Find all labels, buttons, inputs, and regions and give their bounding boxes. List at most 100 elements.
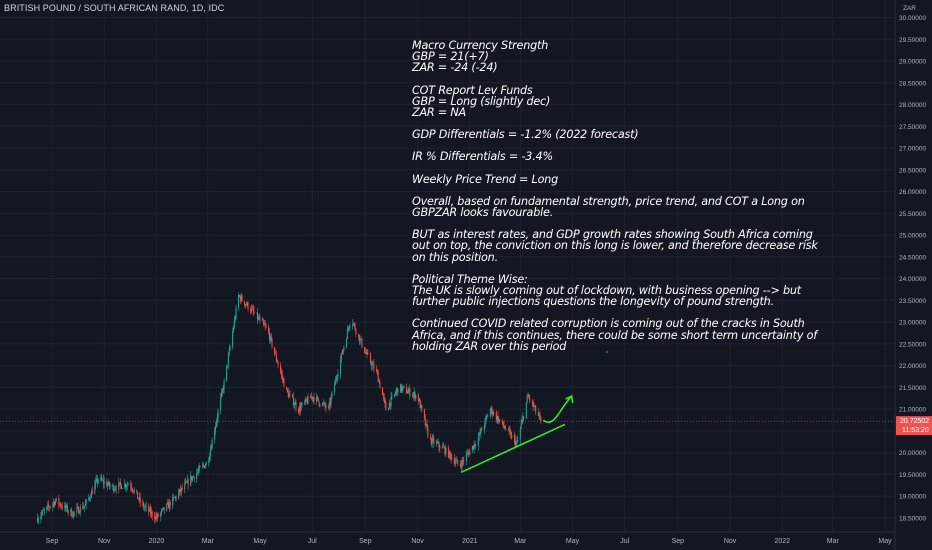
candle-body xyxy=(84,503,86,506)
price-tick-label: 25.00000 xyxy=(899,233,926,240)
candle-body xyxy=(379,381,381,388)
price-tick-label: 23.00000 xyxy=(899,320,926,327)
candle-body xyxy=(540,417,542,422)
candle-body xyxy=(175,496,177,499)
candle-body xyxy=(187,479,189,486)
arrow-head xyxy=(565,394,574,404)
price-tick-label: 25.50000 xyxy=(899,211,926,218)
candle-body xyxy=(210,448,212,450)
candle-body xyxy=(184,483,186,490)
candle-body xyxy=(64,504,66,508)
candle-body xyxy=(515,441,517,446)
candle-body xyxy=(55,498,57,501)
candle-body xyxy=(240,295,242,301)
candle-body xyxy=(76,507,78,512)
candle-body xyxy=(347,328,349,330)
price-tick-label: 27.50000 xyxy=(899,124,926,131)
price-tick-label: 26.50000 xyxy=(899,167,926,174)
candle-body xyxy=(385,403,387,411)
candle-body xyxy=(185,481,187,484)
annotation-line: ZAR = -24 (-24) xyxy=(412,61,498,75)
price-tick-label: 28.00000 xyxy=(899,102,926,109)
candle-body xyxy=(173,497,175,498)
candle-body xyxy=(346,339,348,347)
candle-body xyxy=(532,401,534,407)
candle-body xyxy=(490,407,492,410)
price-tick-label: 22.50000 xyxy=(899,341,926,348)
candle-body xyxy=(388,402,390,409)
candle-body xyxy=(502,421,504,426)
candle-body xyxy=(438,442,440,447)
candle-body xyxy=(58,498,60,505)
candle-body xyxy=(508,428,510,431)
bar-countdown: 11:53:20 xyxy=(902,427,929,434)
candle-body xyxy=(124,483,126,489)
candle-body xyxy=(340,352,342,360)
candle-body xyxy=(143,507,145,508)
candle-body xyxy=(432,437,434,439)
candle-body xyxy=(238,295,240,308)
candle-body xyxy=(215,421,217,427)
candle-body xyxy=(384,399,386,404)
candle-body xyxy=(133,489,135,492)
symbol-title[interactable]: BRITISH POUND / SOUTH AFRICAN RAND, 1D, … xyxy=(4,3,225,13)
candle-body xyxy=(357,333,359,336)
candle-body xyxy=(66,505,68,509)
candle-body xyxy=(467,453,469,454)
candle-body xyxy=(262,320,264,324)
user-drawings[interactable] xyxy=(460,351,608,474)
candle-body xyxy=(454,462,456,464)
candle-body xyxy=(250,309,252,312)
candle-body xyxy=(351,324,353,325)
candle-body xyxy=(161,508,163,510)
candle-body xyxy=(95,481,97,485)
candle-body xyxy=(534,405,536,407)
candle-body xyxy=(238,295,240,297)
candle-body xyxy=(252,308,254,312)
candle-body xyxy=(391,395,393,397)
price-tick-label: 22.00000 xyxy=(899,363,926,370)
candle-body xyxy=(425,423,427,426)
candle-body xyxy=(371,363,373,367)
candle-body xyxy=(160,512,162,517)
candle-body xyxy=(232,331,234,347)
candle-body xyxy=(48,504,50,507)
candle-body xyxy=(504,427,506,429)
candle-body xyxy=(54,501,56,505)
annotation-gap xyxy=(412,74,832,85)
candle-body xyxy=(312,397,314,399)
candle-body xyxy=(453,458,455,464)
candle-body xyxy=(311,396,313,399)
candle-body xyxy=(280,372,282,375)
candle-body xyxy=(181,487,183,490)
candle-body xyxy=(172,497,174,507)
candle-body xyxy=(247,302,249,310)
candle-body xyxy=(535,405,537,412)
projection-arrow[interactable] xyxy=(542,395,573,424)
candle-body xyxy=(449,451,451,455)
annotation-line: Overall, based on fundamental strength, … xyxy=(412,194,805,220)
candle-body xyxy=(373,363,375,370)
candle-body xyxy=(113,485,115,491)
candle-body xyxy=(154,516,156,520)
trend-line[interactable] xyxy=(460,423,566,474)
time-axis[interactable]: Sep Nov 2020 Mar May Jul Sep Nov 2021 Mar May Jul Se… xyxy=(0,531,895,545)
candle-body xyxy=(149,508,151,514)
candle-body xyxy=(466,453,468,455)
candle-body xyxy=(419,399,421,409)
price-tick-label: 30.00000 xyxy=(899,15,926,22)
candle-body xyxy=(66,505,68,512)
candle-body xyxy=(381,387,383,396)
candle-body xyxy=(179,489,181,492)
text-annotation[interactable]: Macro Currency Strength GBP = 21(+7) ZAR =… xyxy=(412,40,832,352)
candle-body xyxy=(346,329,348,340)
candle-body xyxy=(96,478,98,482)
candle-body xyxy=(192,476,194,477)
candle-body xyxy=(400,384,402,391)
candle-body xyxy=(131,489,133,491)
candle-body xyxy=(115,488,117,490)
candle-body xyxy=(281,374,283,379)
price-tick-label: 18.50000 xyxy=(899,516,926,523)
annotation-gap xyxy=(412,163,832,174)
